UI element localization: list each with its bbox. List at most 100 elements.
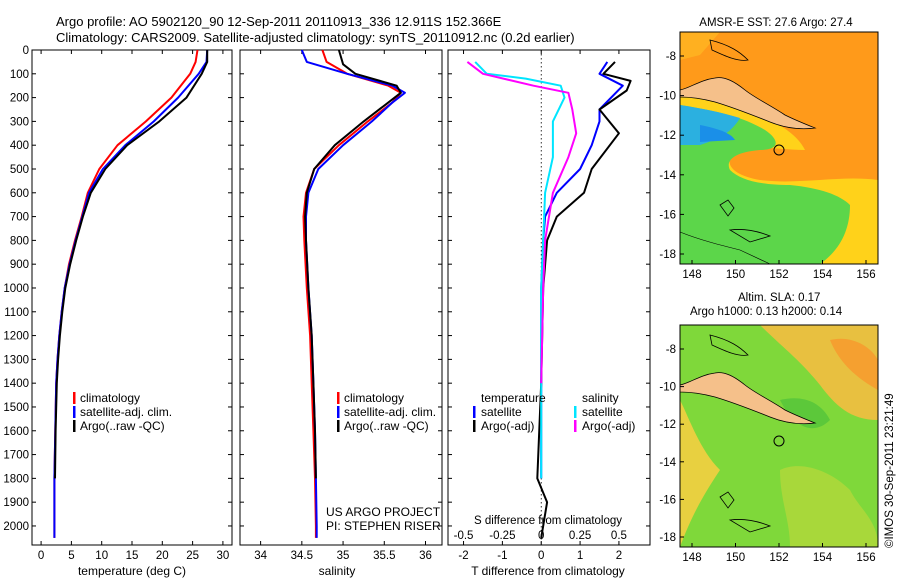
sla-field: [679, 324, 879, 548]
difference-axes-frame: [447, 49, 651, 546]
depth-tick-label: 800: [10, 235, 29, 247]
top-x-tick-label: -0.25: [489, 530, 515, 542]
sla-south-patch: [780, 466, 878, 547]
salinity-axis: 34 34.5 35 35.5 36: [254, 50, 432, 562]
top-x-tick-label: 0.5: [611, 530, 627, 542]
x-tick-label: 30: [217, 550, 230, 562]
sst-reef-outline: [719, 199, 772, 243]
legend-label-climatology: climatology: [344, 391, 404, 405]
series-line-argo-raw-qc-: [304, 49, 402, 479]
salinity-depth-ticks: [240, 49, 442, 527]
series-line-temperature-argo-adj-: [536, 61, 632, 539]
lat-tick-label: -10: [659, 91, 676, 103]
depth-tick-label: 2000: [3, 521, 29, 533]
legend-swatch-s-argo: [574, 420, 577, 432]
legend-swatch-climatology: [73, 392, 76, 404]
legend-label-argo: Argo(..raw -QC): [344, 419, 429, 433]
series-line-climatology: [53, 49, 199, 538]
sst-patch: [680, 32, 720, 60]
imos-stamp: ©IMOS 30-Sep-2011 23:21:49: [884, 393, 896, 548]
depth-tick-label: 1900: [3, 497, 29, 509]
temperature-legend: climatology satellite-adj. clim. Argo(..…: [73, 391, 172, 433]
lon-tick-label: 152: [769, 552, 788, 564]
difference-depth-ticks: [448, 49, 650, 527]
x-tick-label: 25: [186, 550, 199, 562]
difference-legend: temperature salinity satellite Argo(-adj…: [473, 391, 635, 433]
sla-low-patch: [780, 398, 830, 429]
lat-tick-label: -18: [659, 532, 676, 544]
t-difference-label: T difference from climatology: [471, 564, 625, 578]
x-tick-label: -1: [497, 550, 507, 562]
legend-label-s-argo: Argo(-adj): [582, 419, 635, 433]
header-line-2: Climatology: CARS2009. Satellite-adjuste…: [56, 30, 575, 45]
salinity-series: [300, 49, 406, 538]
credit-project: US ARGO PROJECT: [326, 505, 441, 519]
legend-label-s-satellite: satellite: [582, 405, 623, 419]
series-line-satellite-adj-clim-: [53, 49, 209, 538]
series-line-argo-raw-qc-: [54, 50, 209, 479]
top-x-tick-label: -0.5: [454, 530, 474, 542]
s-difference-axis: -0.5 -0.25 0 0.25 0.5: [454, 530, 627, 542]
sst-map-panel: AMSR-E SST: 27.6 Argo: 27.4 148 150 152 154…: [659, 17, 879, 281]
lat-tick-label: -16: [659, 494, 676, 506]
header-line-1: Argo profile: AO 5902120_90 12-Sep-2011 …: [56, 14, 502, 29]
lat-tick-label: -12: [659, 419, 676, 431]
x-tick-label: 1: [577, 550, 583, 562]
lon-tick-label: 156: [856, 552, 875, 564]
legend-swatch-satellite: [337, 406, 340, 418]
sla-map-subtitle: Argo h1000: 0.13 h2000: 0.14: [690, 306, 843, 318]
x-tick-label: 36: [419, 550, 432, 562]
temperature-xlabel: temperature (deg C): [78, 564, 186, 578]
salinity-axes-frame: [239, 49, 443, 546]
lat-tick-label: -18: [659, 249, 676, 261]
depth-tick-label: 400: [10, 140, 29, 152]
lat-tick-label: -16: [659, 209, 676, 221]
series-line-satellite-adj-clim-: [300, 49, 406, 538]
sla-peak-region: [830, 338, 878, 390]
sst-cool-patch: [680, 105, 740, 145]
lon-tick-label: 154: [813, 552, 833, 564]
sst-coast-outline: [679, 231, 771, 265]
depth-tick-label: 1400: [3, 378, 29, 390]
depth-tick-label: 300: [10, 116, 29, 128]
legend-swatch-argo: [73, 420, 76, 432]
depth-axis: 0 100 200 300 400 500 600 700 800 900 1000 1100 1200…: [3, 45, 232, 533]
sla-west-high: [680, 400, 720, 547]
legend-swatch-satellite: [73, 406, 76, 418]
legend-label-satellite: satellite-adj. clim.: [344, 405, 436, 419]
legend-label-satellite: satellite-adj. clim.: [80, 405, 172, 419]
depth-tick-label: 1800: [3, 473, 29, 485]
depth-tick-label: 100: [10, 69, 29, 81]
credit-pi: PI: STEPHEN RISER: [326, 519, 441, 533]
legend-title-salinity: salinity: [582, 391, 619, 405]
x-tick-label: 10: [95, 550, 108, 562]
x-tick-label: 34.5: [291, 550, 313, 562]
temperature-panel: 0100200300400500600700800900100011001200…: [3, 45, 233, 578]
series-line-salinity-argo-adj-: [466, 61, 578, 384]
sla-argo-location-marker: [773, 435, 785, 447]
lat-tick-label: -14: [659, 457, 676, 469]
lat-tick-label: -8: [666, 344, 676, 356]
legend-label-t-argo: Argo(-adj): [481, 419, 534, 433]
lon-tick-label: 148: [682, 269, 701, 281]
legend-swatch-t-argo: [473, 420, 476, 432]
sst-green-region: [680, 105, 850, 264]
depth-tick-label: 0: [23, 45, 29, 57]
sst-island-outline: [709, 39, 749, 61]
temperature-axes-frame: [31, 49, 233, 546]
legend-label-climatology: climatology: [80, 391, 140, 405]
lat-tick-label: -10: [659, 382, 676, 394]
s-difference-label: S difference from climatology: [474, 515, 622, 527]
depth-tick-label: 1200: [3, 331, 29, 343]
x-tick-label: 0: [38, 550, 44, 562]
lon-tick-label: 148: [682, 552, 701, 564]
sla-map-panel: Altim. SLA: 0.17 Argo h1000: 0.13 h2000:…: [659, 292, 879, 564]
legend-swatch-argo: [337, 420, 340, 432]
legend-label-argo: Argo(..raw -QC): [80, 419, 165, 433]
sla-island-outline: [709, 334, 749, 356]
sla-map-title: Altim. SLA: 0.17: [738, 292, 820, 304]
salinity-panel: 34 34.5 35 35.5 36 salinity climatology sate…: [239, 49, 443, 578]
sst-cool-core: [700, 125, 735, 142]
legend-swatch-t-satellite: [473, 406, 476, 418]
